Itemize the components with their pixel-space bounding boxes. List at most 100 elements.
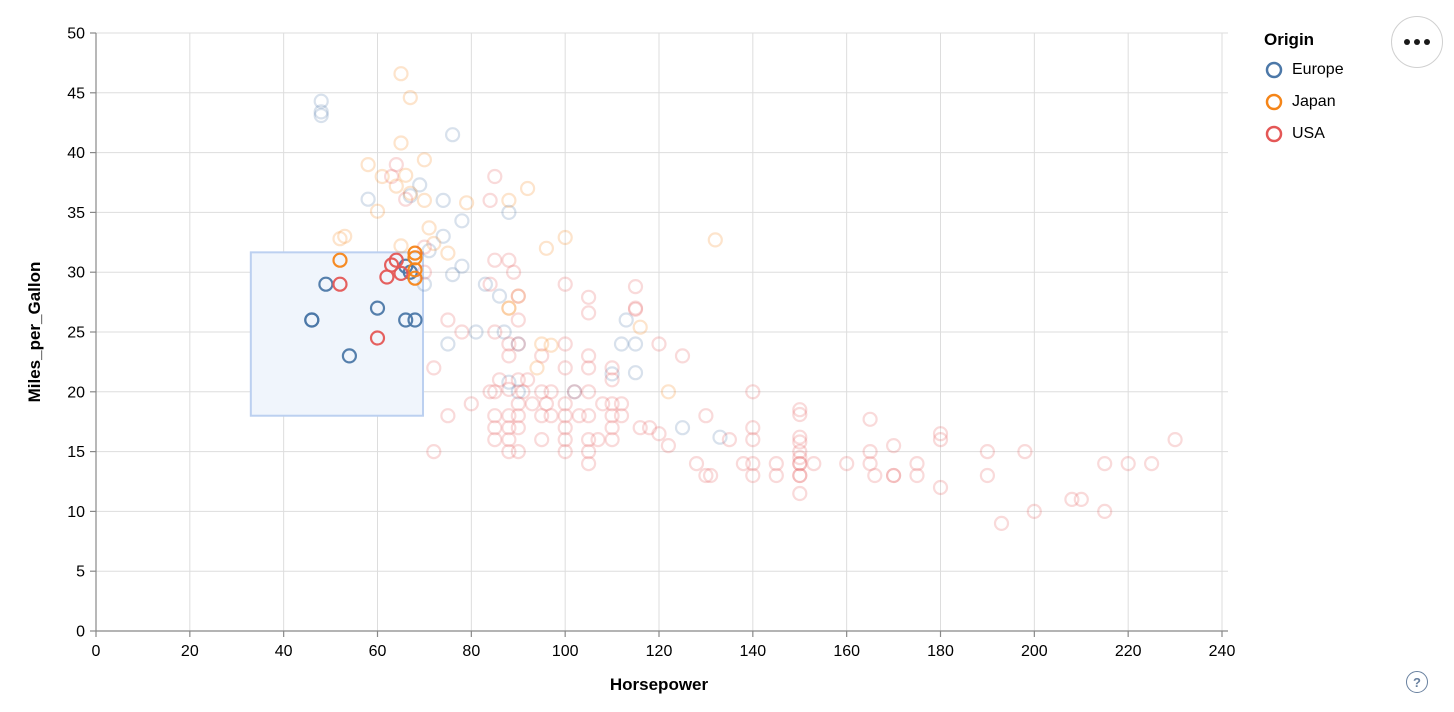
data-point-japan	[416, 192, 432, 208]
data-point-usa	[501, 420, 517, 436]
data-point-usa	[524, 396, 540, 412]
data-point-usa	[491, 372, 508, 388]
data-point-europe	[604, 366, 620, 382]
data-point-usa	[501, 348, 517, 364]
data-point-japan	[543, 337, 559, 353]
data-point-europe	[421, 243, 437, 259]
data-point-japan	[529, 360, 545, 376]
data-point-usa	[604, 396, 620, 412]
options-menu-button[interactable]	[1391, 16, 1443, 68]
data-point-usa	[501, 432, 517, 448]
data-point-europe	[496, 324, 512, 340]
data-point-usa	[580, 360, 597, 376]
data-point-usa	[698, 408, 714, 424]
x-axis-title: Horsepower	[610, 675, 709, 694]
data-point-japan	[393, 66, 409, 82]
data-point-usa	[867, 467, 883, 484]
scatter-points	[304, 66, 1183, 532]
data-point-europe	[477, 276, 493, 292]
help-button[interactable]: ?	[1406, 671, 1428, 693]
data-point-usa	[384, 168, 400, 185]
data-point-usa	[909, 467, 925, 484]
data-point-usa	[792, 467, 808, 484]
data-point-usa	[487, 384, 503, 400]
data-point-usa	[745, 467, 761, 484]
data-point-usa	[501, 252, 517, 268]
data-point-usa	[604, 408, 620, 424]
data-point-usa	[566, 384, 583, 400]
data-point-usa	[745, 384, 761, 400]
brush-selection[interactable]	[249, 251, 425, 417]
data-point-usa	[979, 444, 996, 460]
legend-item-japan: Japan	[1264, 91, 1344, 112]
data-point-usa	[735, 456, 752, 472]
data-point-usa	[1017, 444, 1033, 460]
data-point-europe	[412, 177, 428, 193]
question-mark-icon: ?	[1413, 674, 1421, 690]
data-point-usa	[792, 456, 808, 472]
data-point-usa	[515, 384, 531, 400]
data-point-usa	[501, 336, 517, 352]
data-point-usa	[510, 288, 526, 304]
data-point-usa	[768, 467, 784, 484]
data-point-europe	[445, 127, 461, 143]
data-point-usa	[745, 432, 761, 448]
data-point-usa	[932, 426, 949, 442]
data-point-usa	[1167, 432, 1183, 448]
data-point-europe	[510, 384, 526, 400]
data-point-usa	[416, 264, 432, 280]
data-point-europe	[360, 191, 376, 207]
data-point-europe	[304, 312, 320, 328]
data-point-usa	[745, 456, 761, 472]
data-point-usa	[745, 420, 761, 436]
y-tick-label: 5	[76, 564, 85, 581]
data-point-japan	[632, 319, 648, 335]
data-point-usa	[369, 330, 386, 346]
data-point-usa	[792, 444, 808, 460]
data-point-usa	[885, 467, 902, 484]
legend-title: Origin	[1264, 30, 1315, 49]
data-point-usa	[505, 264, 522, 280]
data-point-usa	[426, 360, 442, 376]
data-point-usa	[862, 456, 878, 472]
data-point-japan	[501, 300, 517, 316]
data-point-europe	[627, 365, 644, 381]
data-point-usa	[604, 432, 620, 448]
data-point-usa	[885, 438, 902, 454]
data-point-usa	[393, 265, 409, 281]
data-point-usa	[792, 485, 808, 502]
data-point-japan	[407, 245, 423, 261]
data-point-usa	[557, 432, 573, 448]
data-point-europe	[510, 336, 526, 352]
data-point-japan	[337, 228, 353, 244]
data-point-usa	[613, 396, 630, 412]
data-point-japan	[660, 384, 677, 400]
data-point-usa	[557, 444, 573, 460]
data-point-usa	[641, 420, 658, 436]
data-point-usa	[627, 301, 644, 317]
data-point-europe	[454, 258, 470, 274]
data-point-usa	[487, 252, 503, 268]
data-point-europe	[341, 348, 357, 364]
ellipsis-icon	[1414, 39, 1420, 45]
data-point-usa	[792, 434, 808, 450]
data-point-usa	[993, 515, 1010, 532]
data-point-japan	[398, 167, 414, 183]
x-tick-label: 20	[181, 643, 199, 660]
data-point-japan	[360, 157, 376, 173]
data-point-usa	[388, 252, 404, 268]
data-point-usa	[885, 467, 902, 484]
data-point-europe	[318, 276, 334, 292]
legend-item-europe: Europe	[1264, 59, 1344, 80]
data-point-europe	[491, 288, 508, 304]
y-tick-label: 0	[76, 624, 85, 641]
data-point-usa	[482, 384, 498, 400]
data-point-usa	[580, 348, 597, 364]
data-point-usa	[571, 408, 587, 424]
y-tick-label: 20	[67, 384, 85, 401]
data-point-usa	[698, 467, 714, 484]
data-point-europe	[613, 336, 630, 352]
data-point-europe	[435, 192, 451, 208]
